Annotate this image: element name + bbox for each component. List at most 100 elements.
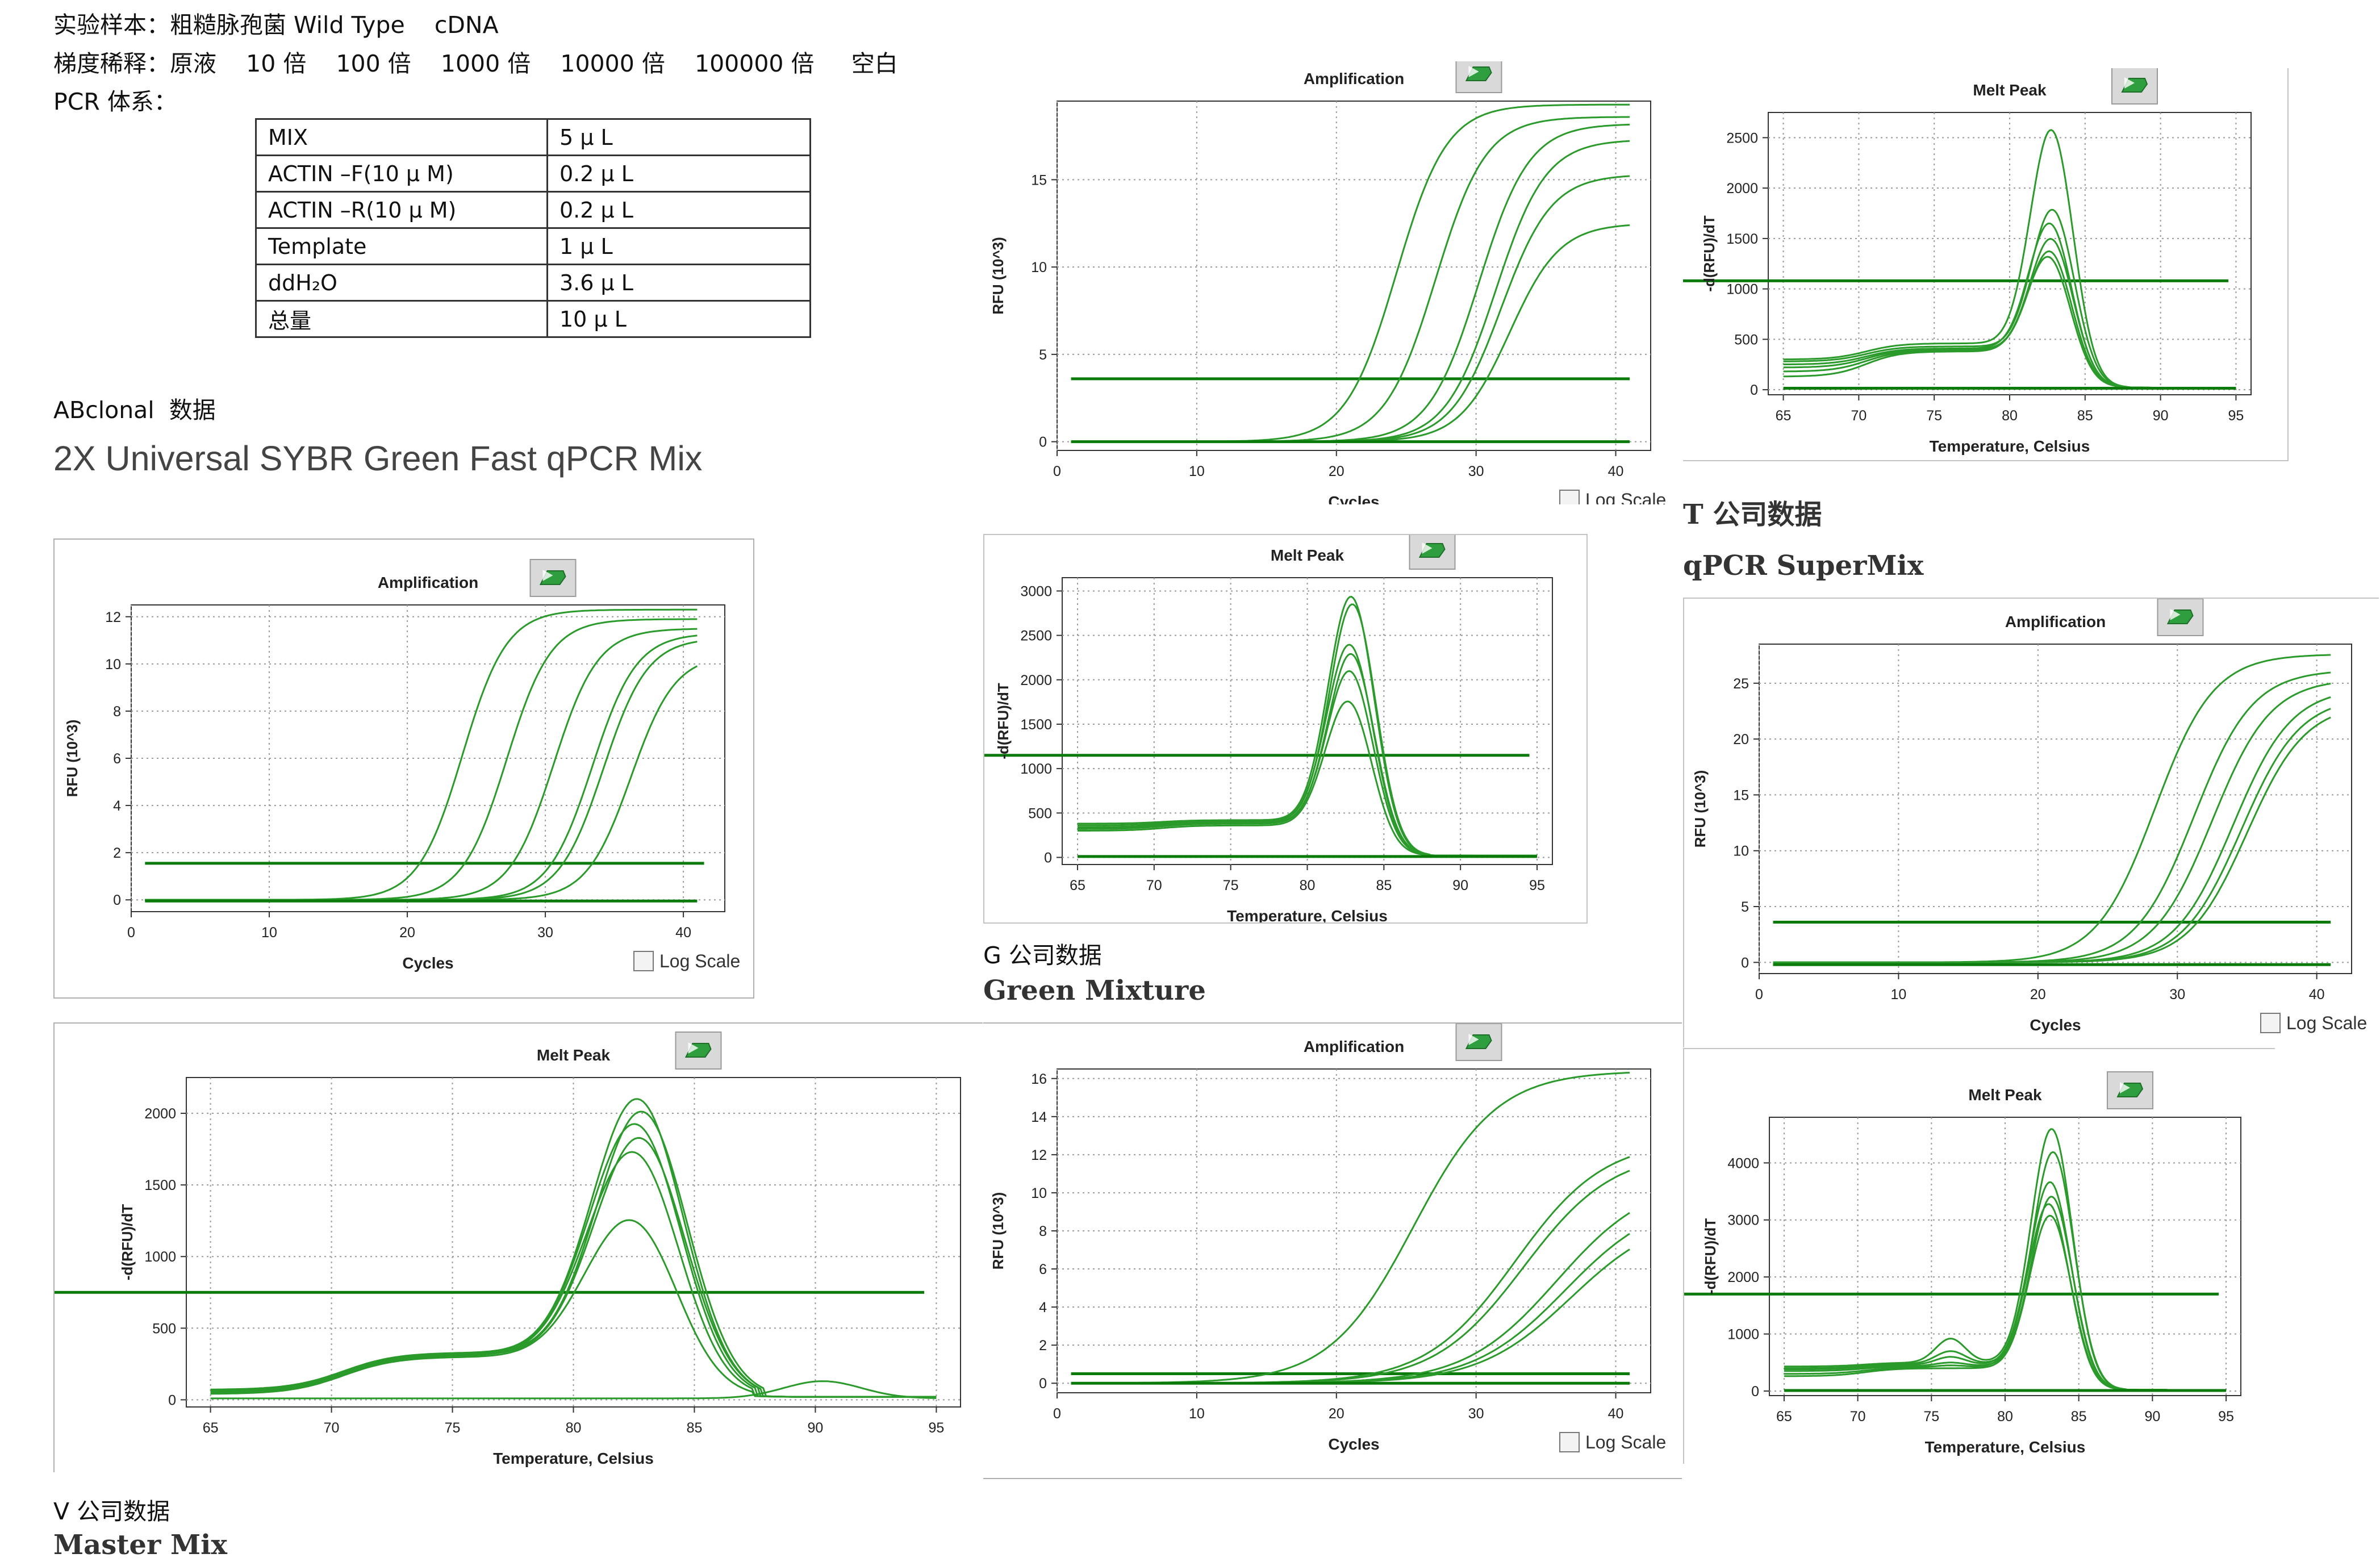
- x-tick-label: 75: [1926, 408, 1942, 424]
- pcr-table-row: MIX 5 μ L: [255, 118, 811, 156]
- x-tick-label: 0: [127, 925, 135, 941]
- arrow-icon: [1422, 542, 1433, 554]
- x-tick-label: 65: [1070, 878, 1085, 893]
- log-scale-control[interactable]: Log Scale: [2260, 1013, 2367, 1033]
- y-tick-label: 1000: [1726, 282, 1758, 298]
- y-tick-label: 3000: [1727, 1213, 1759, 1229]
- x-tick-label: 70: [1850, 1409, 1866, 1425]
- log-scale-checkbox[interactable]: [1559, 1432, 1580, 1452]
- x-tick-label: 95: [2218, 1409, 2234, 1425]
- y-tick-label: 12: [105, 609, 121, 625]
- pcr-system-table: MIX 5 μ L ACTIN –F(10 μ M) 0.2 μ L ACTIN –R(…: [255, 118, 811, 338]
- y-tick-label: 6: [113, 751, 121, 767]
- log-scale-checkbox[interactable]: [633, 951, 654, 971]
- chart-title: Melt Peak: [537, 1046, 611, 1064]
- chart-tool-icon: [2157, 599, 2204, 636]
- chart-svg: Amplification 0 10 20 30 40 0 2 4 6 8 10 12 Cycles RFU…: [64, 559, 740, 972]
- y-tick-label: 12: [1031, 1147, 1047, 1163]
- y-tick-label: 14: [1031, 1109, 1047, 1125]
- x-tick-label: 40: [1608, 1406, 1624, 1422]
- y-tick-label: 500: [152, 1321, 176, 1337]
- x-tick-label: 40: [2309, 987, 2325, 1003]
- data-curve: [210, 1380, 937, 1400]
- x-tick-label: 95: [2228, 408, 2244, 424]
- y-tick-label: 1000: [1727, 1327, 1759, 1343]
- y-axis-label: RFU (10^3): [64, 720, 81, 797]
- chart-title: Melt Peak: [1271, 546, 1345, 564]
- x-axis-label: Cycles: [1328, 493, 1379, 504]
- data-curve: [210, 1219, 937, 1398]
- log-scale-control[interactable]: Log Scale: [1559, 1432, 1666, 1452]
- data-curve: [1773, 716, 2331, 963]
- x-tick-label: 80: [566, 1420, 582, 1436]
- x-axis-label: Temperature, Celsius: [1925, 1438, 2086, 1456]
- t2-melt-peak-chart: Melt Peak 65 70 75 80 85 90 95 0 1000 2000 3000 4000…: [1683, 1048, 2275, 1464]
- x-tick-label: 40: [675, 925, 691, 941]
- y-axis-label: -d(RFU)/dT: [1702, 1218, 1719, 1294]
- x-tick-label: 0: [1053, 1406, 1061, 1422]
- y-tick-label: 0: [1741, 955, 1749, 971]
- t-melt-peak-chart: Melt Peak 65 70 75 80 85 90 95 0 500 1000 1500 2000 2…: [1683, 68, 2289, 461]
- y-tick-label: 2500: [1726, 130, 1758, 146]
- y-tick-label: 5: [1741, 899, 1749, 915]
- x-tick-label: 90: [1452, 878, 1468, 893]
- g2-amplification-chart: Amplification 0 10 20 30 40 0 2 4 6 8 10 12 14 16 Cycle…: [983, 1022, 1682, 1479]
- log-scale-control[interactable]: Log Scale: [633, 951, 740, 971]
- chart-tool-icon: [1455, 61, 1502, 93]
- y-tick-label: 10: [1031, 260, 1047, 275]
- arrow-icon: [2124, 77, 2135, 89]
- x-tick-label: 90: [2144, 1409, 2160, 1425]
- reagent-name-cell: MIX: [255, 118, 548, 156]
- x-tick-label: 30: [1468, 1406, 1484, 1422]
- x-tick-label: 90: [2153, 408, 2169, 424]
- chart-tool-icon: [529, 559, 577, 597]
- y-tick-label: 0: [168, 1392, 176, 1408]
- chart-title: Amplification: [1304, 70, 1404, 87]
- pcr-table-row: ddH₂O 3.6 μ L: [255, 264, 811, 302]
- x-axis-label: Temperature, Celsius: [493, 1450, 654, 1467]
- x-tick-label: 20: [2030, 987, 2046, 1003]
- y-tick-label: 5: [1039, 347, 1047, 363]
- x-tick-label: 10: [261, 925, 277, 941]
- y-axis-label: RFU (10^3): [1692, 770, 1709, 848]
- y-tick-label: 2000: [1020, 673, 1052, 688]
- y-tick-label: 1500: [1020, 717, 1052, 733]
- log-scale-control[interactable]: Log Scale: [1559, 490, 1666, 504]
- y-tick-label: 500: [1028, 805, 1052, 821]
- abclonal-label: ABclonal 数据: [53, 396, 216, 424]
- y-tick-label: 4: [113, 798, 121, 814]
- y-axis-label: RFU (10^3): [989, 1192, 1007, 1270]
- reagent-amount-cell: 0.2 μ L: [546, 191, 811, 229]
- plot-area: [1057, 101, 1651, 451]
- chart-svg: Melt Peak 65 70 75 80 85 90 95 0 1000 2000 3000 4000…: [1684, 1071, 2241, 1456]
- abclonal-product-title: 2X Universal SYBR Green Fast qPCR Mix: [53, 439, 703, 478]
- g-product-caption: Green Mixture: [983, 975, 1206, 1007]
- log-scale-checkbox[interactable]: [1559, 490, 1580, 504]
- log-scale-label: Log Scale: [1585, 1432, 1666, 1452]
- reagent-name-cell: ACTIN –F(10 μ M): [255, 154, 548, 193]
- y-tick-label: 2000: [144, 1106, 176, 1122]
- x-tick-label: 10: [1891, 987, 1907, 1003]
- y-tick-label: 20: [1733, 732, 1749, 747]
- v-company-caption: V 公司数据: [53, 1498, 170, 1525]
- x-tick-label: 85: [2071, 1409, 2087, 1425]
- x-tick-label: 0: [1053, 463, 1061, 479]
- y-tick-label: 1500: [1726, 231, 1758, 247]
- g-melt-peak-chart: Melt Peak 65 70 75 80 85 90 95 0 500 1000 1500 2000 2…: [983, 534, 1588, 924]
- x-tick-label: 85: [2077, 408, 2093, 424]
- y-tick-label: 6: [1039, 1262, 1047, 1277]
- y-tick-label: 1000: [1020, 761, 1052, 777]
- y-tick-label: 3000: [1020, 583, 1052, 599]
- reagent-name-cell: 总量: [255, 300, 548, 338]
- arrow-icon: [2170, 609, 2181, 620]
- chart-tool-icon: [1455, 1024, 1502, 1061]
- x-tick-label: 75: [1923, 1409, 1939, 1425]
- log-scale-checkbox[interactable]: [2260, 1013, 2281, 1033]
- x-axis-label: Temperature, Celsius: [1227, 907, 1388, 922]
- y-tick-label: 1500: [144, 1177, 176, 1193]
- system-line: PCR 体系：: [53, 88, 177, 115]
- reagent-amount-cell: 10 μ L: [546, 300, 811, 338]
- chart-title: Melt Peak: [1973, 81, 2047, 99]
- y-tick-label: 0: [1039, 1376, 1047, 1392]
- plot-area: [1759, 644, 2352, 974]
